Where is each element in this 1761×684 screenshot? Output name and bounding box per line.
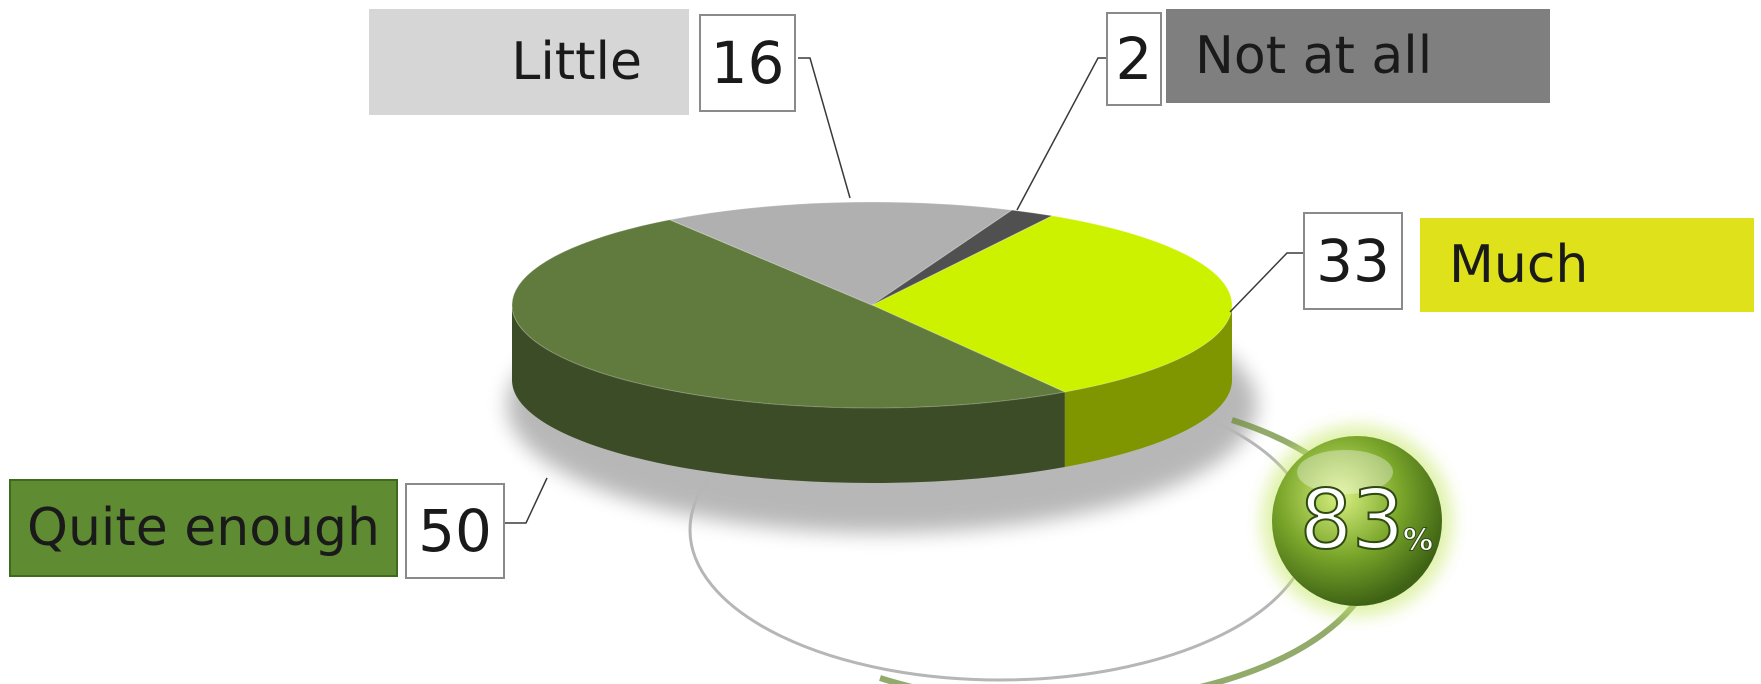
- slice-little: [668, 201, 1014, 306]
- callout-value: 83: [1300, 473, 1404, 568]
- leader-much: [1229, 252, 1303, 313]
- callout-ball-shine: [1297, 450, 1393, 494]
- label-not-at-all-text: Not at all: [1195, 26, 1433, 86]
- label-quite-enough: Quite enough: [9, 479, 398, 577]
- value-much: 33: [1303, 212, 1403, 310]
- slice-not-at-all: [871, 209, 1054, 306]
- label-much-text: Much: [1449, 235, 1589, 295]
- label-little: Little: [369, 9, 689, 115]
- label-much: Much: [1420, 218, 1754, 312]
- label-little-text: Little: [511, 32, 642, 92]
- leader-quite-enough: [505, 477, 548, 524]
- callout-unit: %: [1403, 523, 1433, 558]
- leader-not-at-all: [1016, 57, 1106, 211]
- slice-quite-enough: [511, 219, 1067, 409]
- slice-much: [870, 215, 1233, 393]
- label-not-at-all: Not at all: [1166, 9, 1550, 103]
- slice-side-much: [1064, 305, 1232, 467]
- leader-little: [798, 57, 851, 199]
- label-quite-enough-text: Quite enough: [27, 498, 380, 558]
- slice-side-quite-enough: [512, 305, 1065, 483]
- callout-ball: [1272, 436, 1442, 606]
- value-quite-enough: 50: [405, 483, 505, 579]
- value-not-at-all: 2: [1106, 12, 1162, 106]
- value-little: 16: [699, 14, 796, 112]
